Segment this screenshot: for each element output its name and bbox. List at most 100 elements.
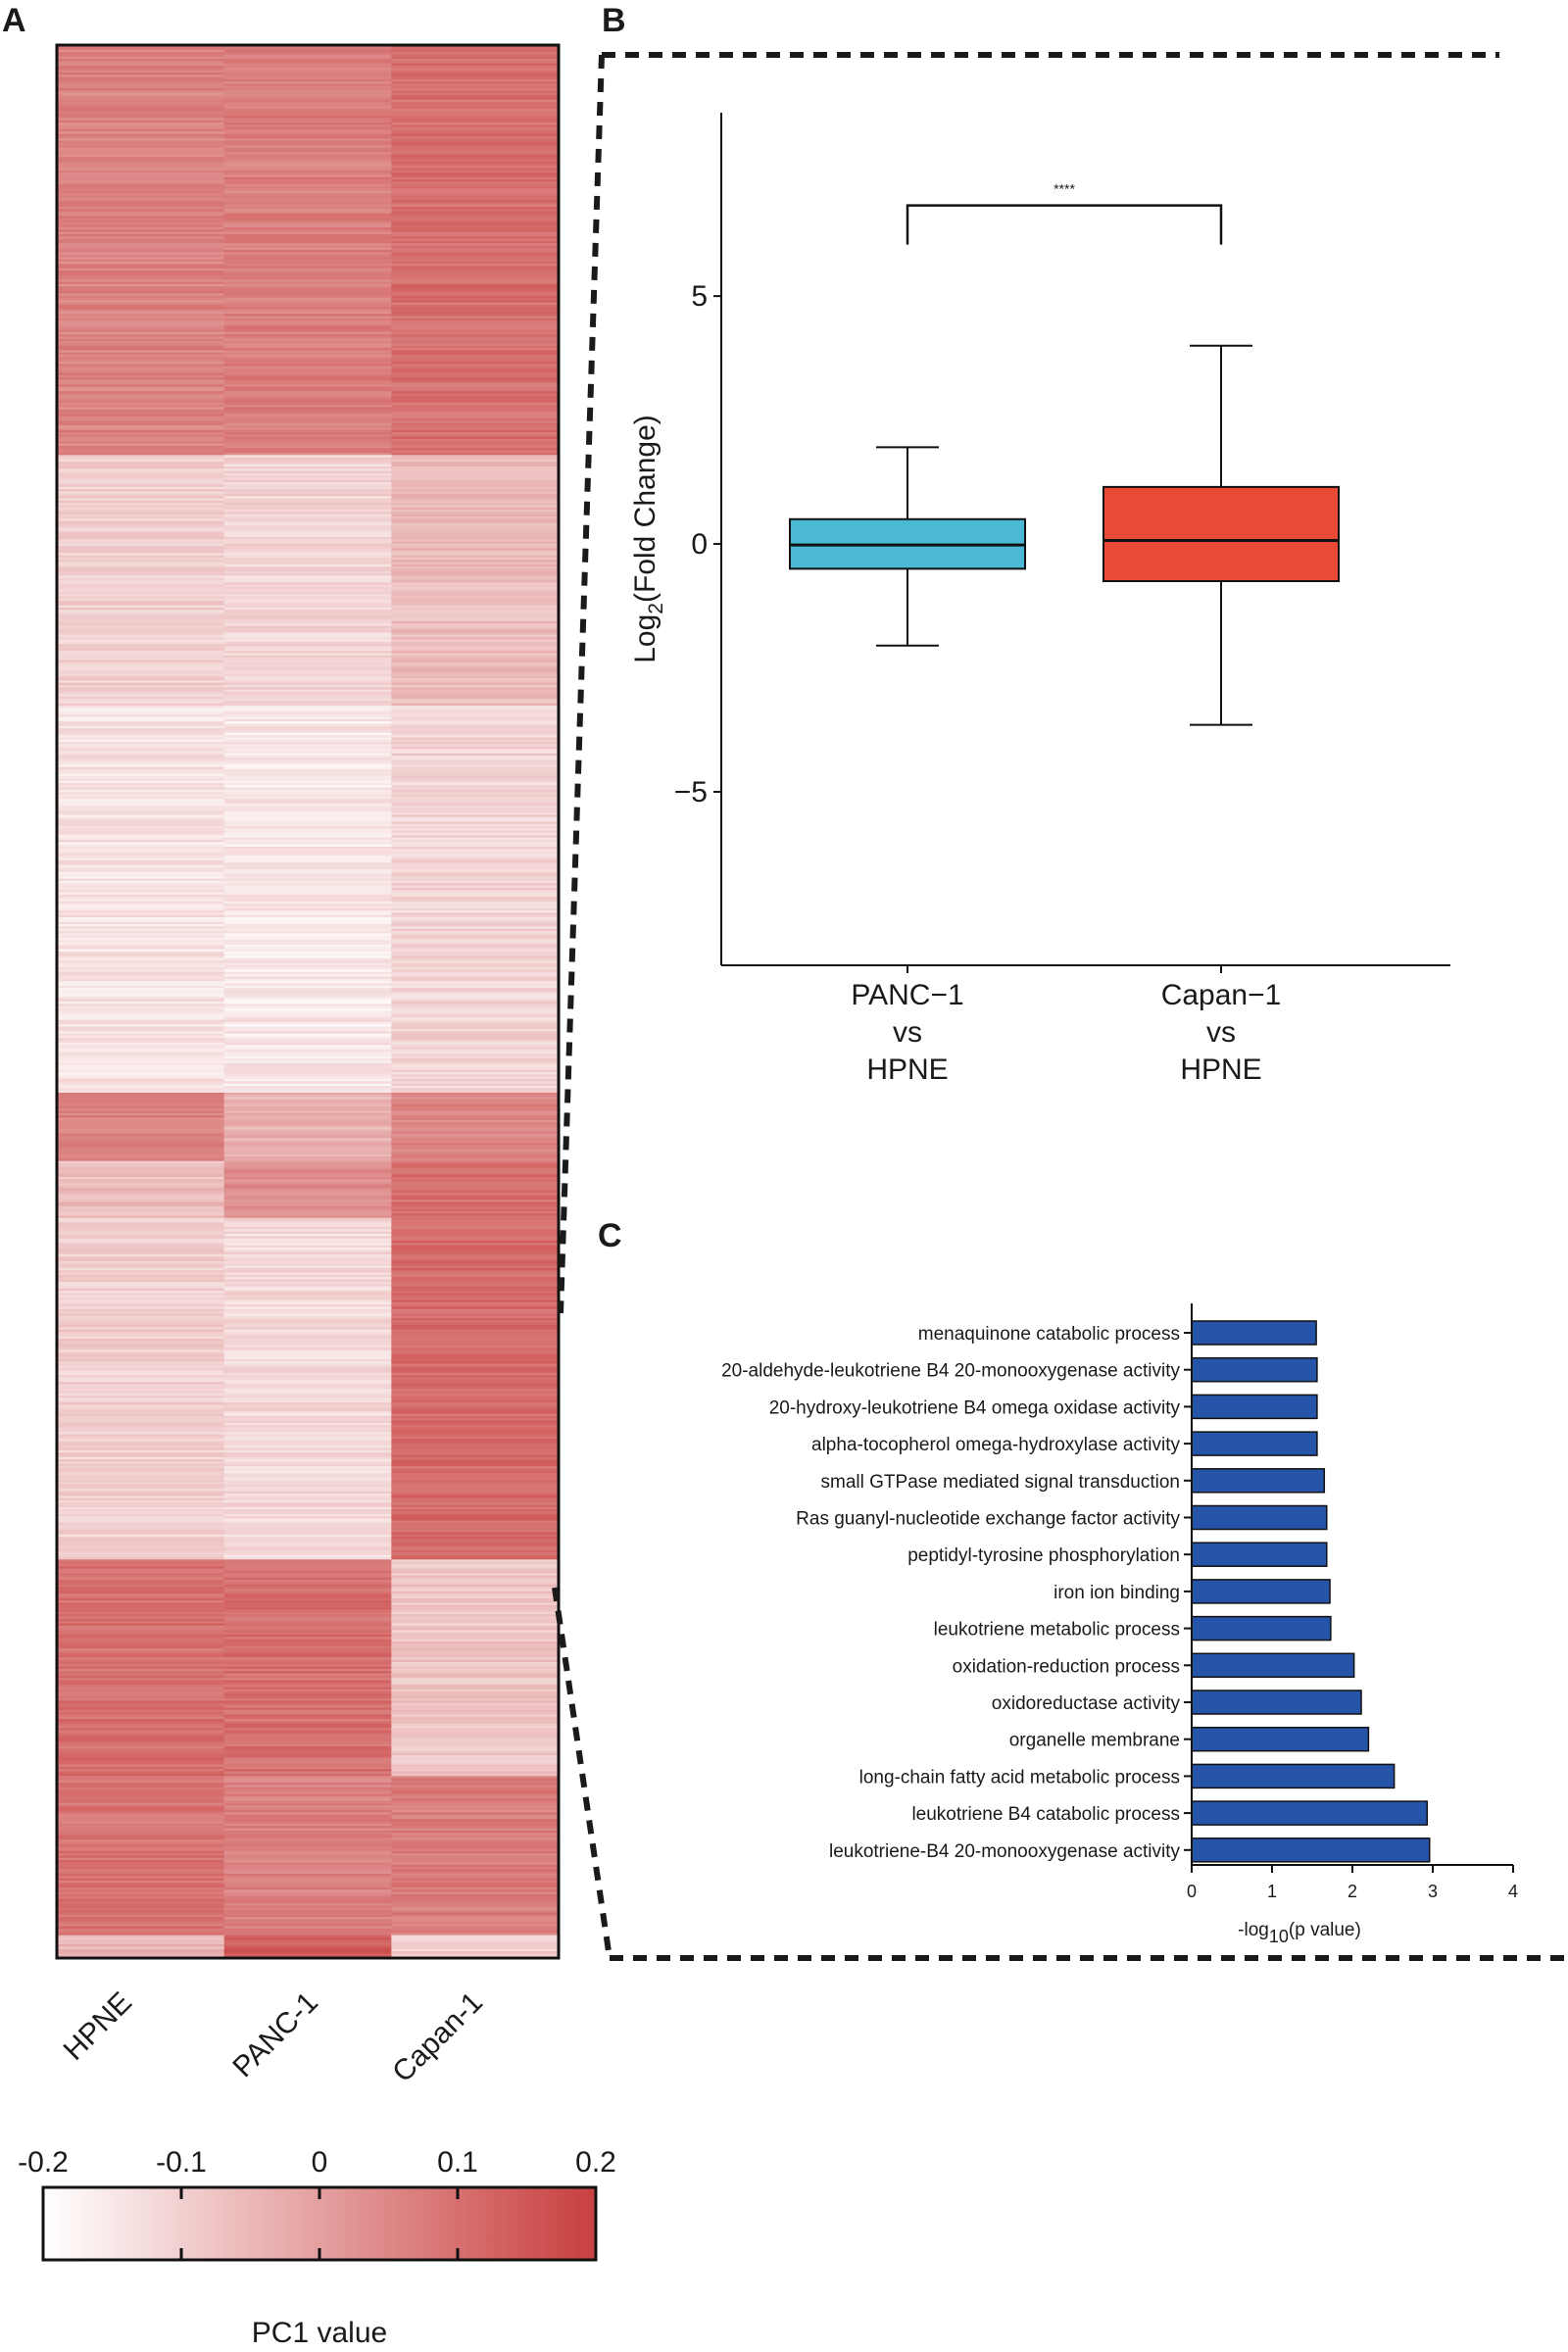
heatmap-cell: [223, 1258, 392, 1262]
heatmap-cell: [57, 1625, 225, 1629]
heatmap-cell: [391, 930, 560, 934]
significance-label: ****: [1054, 181, 1075, 197]
heatmap-cell: [57, 1773, 225, 1777]
heatmap-cell: [57, 1541, 225, 1544]
heatmap-cell: [223, 1520, 392, 1524]
heatmap-cell: [391, 1869, 560, 1873]
heatmap-cell: [223, 1878, 392, 1882]
heatmap-cell: [223, 1805, 392, 1809]
heatmap-cell: [223, 1456, 392, 1460]
heatmap-cell: [223, 778, 392, 782]
heatmap-cell: [391, 1361, 560, 1365]
heatmap-cell: [57, 427, 225, 431]
heatmap-cell: [223, 1195, 392, 1199]
heatmap-cell: [57, 414, 225, 417]
heatmap-cell: [223, 796, 392, 800]
heatmap-cell: [391, 70, 560, 74]
heatmap-cell: [57, 978, 225, 982]
heatmap-cell: [391, 439, 560, 442]
heatmap-cell: [57, 1850, 225, 1854]
heatmap-cell: [391, 612, 560, 615]
heatmap-cell: [391, 472, 560, 476]
heatmap-rows: [57, 45, 560, 1959]
heatmap-cell: [391, 1188, 560, 1192]
heatmap-cell: [223, 641, 392, 645]
heatmap-cell: [57, 324, 225, 328]
heatmap-cell: [223, 1545, 392, 1549]
heatmap-cell: [391, 1288, 560, 1292]
heatmap-cell: [391, 224, 560, 228]
heatmap-cell: [391, 1848, 560, 1852]
heatmap-cell: [57, 1308, 225, 1312]
heatmap-cell: [223, 780, 392, 784]
heatmap-cell: [391, 420, 560, 424]
heatmap-cell: [223, 716, 392, 720]
heatmap-cell: [391, 1714, 560, 1718]
heatmap-cell: [223, 1762, 392, 1766]
heatmap-cell: [57, 1657, 225, 1661]
heatmap-cell: [391, 1532, 560, 1536]
heatmap-cell: [57, 1685, 225, 1689]
heatmap-cell: [391, 1443, 560, 1446]
heatmap-cell: [57, 1133, 225, 1137]
heatmap-cell: [391, 366, 560, 369]
heatmap-cell: [391, 206, 560, 210]
heatmap-cell: [391, 1905, 560, 1909]
heatmap-cell: [57, 969, 225, 973]
heatmap-cell: [223, 1650, 392, 1654]
heatmap-cell: [57, 218, 225, 221]
heatmap-cell: [57, 1666, 225, 1670]
heatmap-cell: [57, 240, 225, 244]
heatmap-cell: [223, 1461, 392, 1465]
heatmap-cell: [223, 862, 392, 866]
heatmap-cell: [391, 462, 560, 466]
heatmap-cell: [391, 288, 560, 292]
heatmap-cell: [223, 751, 392, 755]
heatmap-cell: [223, 176, 392, 180]
heatmap-cell: [391, 1425, 560, 1429]
heatmap-cell: [223, 179, 392, 183]
heatmap-cell: [223, 553, 392, 557]
heatmap-cell: [223, 1554, 392, 1558]
heatmap-cell: [223, 496, 392, 500]
heatmap-cell: [391, 601, 560, 604]
heatmap-cell: [57, 1345, 225, 1348]
heatmap-cell: [57, 773, 225, 777]
heatmap-cell: [223, 992, 392, 996]
heatmap-cell: [57, 432, 225, 435]
heatmap-cell: [391, 680, 560, 684]
heatmap-cell: [391, 181, 560, 185]
heatmap-cell: [57, 1504, 225, 1508]
heatmap-cell: [57, 1778, 225, 1782]
heatmap-cell: [391, 1919, 560, 1923]
heatmap-cell: [391, 1707, 560, 1711]
heatmap-cell: [223, 170, 392, 173]
heatmap-cell: [391, 1584, 560, 1588]
heatmap-cell: [223, 1010, 392, 1014]
heatmap-cell: [223, 1755, 392, 1759]
heatmap-cell: [57, 229, 225, 233]
heatmap-cell: [223, 543, 392, 547]
heatmap-cell: [57, 819, 225, 823]
heatmap-cell: [391, 95, 560, 99]
heatmap-cell: [223, 789, 392, 793]
heatmap-cell: [391, 978, 560, 982]
heatmap-cell: [223, 222, 392, 226]
heatmap-cell: [391, 174, 560, 178]
heatmap-cell: [223, 1855, 392, 1859]
heatmap-cell: [57, 1823, 225, 1827]
heatmap-cell: [391, 1227, 560, 1230]
heatmap-cell: [391, 816, 560, 820]
heatmap-cell: [57, 866, 225, 870]
heatmap-cell: [57, 507, 225, 511]
heatmap-cell: [391, 630, 560, 634]
heatmap-cell: [223, 131, 392, 135]
heatmap-cell: [57, 1229, 225, 1233]
heatmap-cell: [391, 1773, 560, 1777]
heatmap-cell: [57, 1058, 225, 1062]
heatmap-cell: [223, 1876, 392, 1880]
heatmap-cell: [391, 1174, 560, 1178]
heatmap-cell: [57, 1200, 225, 1203]
heatmap-cell: [57, 1785, 225, 1788]
